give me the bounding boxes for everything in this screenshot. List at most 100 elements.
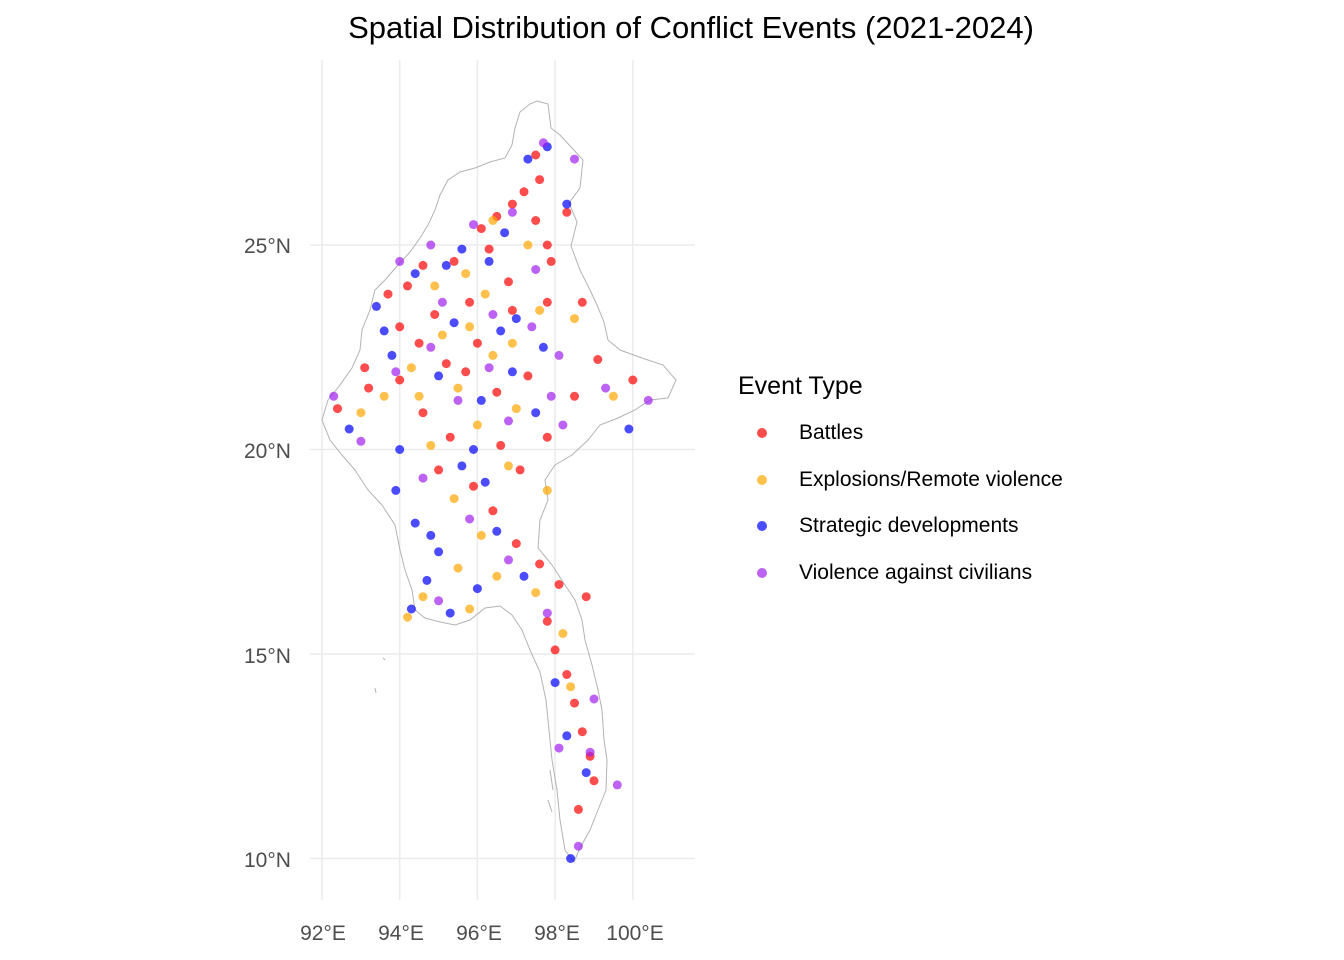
event-point xyxy=(434,596,444,606)
event-point xyxy=(507,338,517,348)
event-point xyxy=(469,445,478,454)
event-point xyxy=(356,436,366,446)
event-point xyxy=(356,408,366,418)
event-point xyxy=(566,682,576,692)
legend-label: Battles xyxy=(799,421,864,444)
event-point xyxy=(507,367,517,377)
event-point xyxy=(406,604,416,614)
event-point xyxy=(488,506,498,516)
event-point xyxy=(437,297,447,307)
event-point xyxy=(601,383,611,393)
event-point xyxy=(395,256,405,266)
event-point xyxy=(577,297,587,307)
event-point xyxy=(472,338,482,348)
legend-key-civilians xyxy=(757,567,767,578)
event-point xyxy=(437,330,447,340)
event-point xyxy=(504,461,513,471)
grid-lines xyxy=(310,60,695,900)
event-point xyxy=(570,314,579,324)
x-tick-label: 96°E xyxy=(456,922,502,945)
event-point xyxy=(566,854,576,863)
event-point xyxy=(511,539,521,549)
event-point xyxy=(535,175,545,185)
event-point xyxy=(523,240,533,250)
event-point xyxy=(449,318,459,328)
event-points xyxy=(329,138,653,863)
event-point xyxy=(395,445,405,454)
event-point xyxy=(519,187,529,197)
event-point xyxy=(441,359,451,369)
event-point xyxy=(624,424,634,434)
event-point xyxy=(554,743,564,753)
event-point xyxy=(546,256,556,266)
event-point xyxy=(628,375,638,385)
event-point xyxy=(562,670,572,679)
event-point xyxy=(484,256,494,266)
event-point xyxy=(360,363,370,373)
legend-item-explosions: Explosions/Remote violence xyxy=(738,468,1063,515)
event-point xyxy=(457,461,467,471)
event-point xyxy=(608,391,618,401)
legend-key-battles xyxy=(757,428,767,438)
event-point xyxy=(527,322,537,332)
event-point xyxy=(430,310,440,319)
event-point xyxy=(496,440,506,450)
event-point xyxy=(403,281,412,291)
event-point xyxy=(418,473,428,483)
event-point xyxy=(558,420,568,430)
event-point xyxy=(434,371,444,381)
event-point xyxy=(457,244,467,254)
x-tick-label: 94°E xyxy=(378,922,424,945)
event-point xyxy=(449,494,459,504)
event-point xyxy=(612,780,622,790)
legend-item-strategic: Strategic developments xyxy=(738,514,1063,561)
y-tick-label: 20°N xyxy=(244,440,291,463)
legend: Event Type Battles Explosions/Remote vio… xyxy=(738,372,1063,607)
event-point xyxy=(410,518,420,528)
event-point xyxy=(577,727,587,737)
event-point xyxy=(538,342,548,352)
y-tick-label: 25°N xyxy=(244,235,291,258)
event-point xyxy=(395,375,405,385)
event-point xyxy=(542,616,552,626)
event-point xyxy=(371,301,381,311)
event-point xyxy=(511,404,521,414)
event-point xyxy=(426,240,436,250)
event-point xyxy=(554,350,564,360)
event-point xyxy=(554,580,564,589)
legend-label: Violence against civilians xyxy=(799,560,1033,584)
event-point xyxy=(465,514,475,524)
legend-title: Event Type xyxy=(738,372,863,400)
event-point xyxy=(488,216,498,225)
event-point xyxy=(418,592,428,602)
event-point xyxy=(422,575,432,585)
event-point xyxy=(472,420,482,430)
event-point xyxy=(504,277,513,287)
legend-label: Strategic developments xyxy=(799,514,1019,537)
event-point xyxy=(414,391,424,401)
event-point xyxy=(414,338,424,348)
event-point xyxy=(426,440,436,450)
event-point xyxy=(329,391,339,401)
myanmar-outline xyxy=(321,100,677,863)
event-point xyxy=(519,571,529,581)
event-point xyxy=(379,391,389,401)
event-point xyxy=(507,199,517,209)
event-point xyxy=(453,395,463,405)
event-point xyxy=(573,841,583,851)
event-point xyxy=(542,432,552,442)
y-tick-label: 15°N xyxy=(244,645,291,668)
event-point xyxy=(387,350,397,360)
event-point xyxy=(542,485,552,495)
event-point xyxy=(531,216,541,225)
event-point xyxy=(480,477,490,487)
event-point xyxy=(546,391,556,401)
event-point xyxy=(453,563,463,573)
event-point xyxy=(562,731,572,741)
event-point xyxy=(445,432,455,442)
event-point xyxy=(453,383,463,393)
event-point xyxy=(542,297,552,307)
x-tick-label: 92°E xyxy=(300,922,346,945)
event-point xyxy=(461,269,471,279)
